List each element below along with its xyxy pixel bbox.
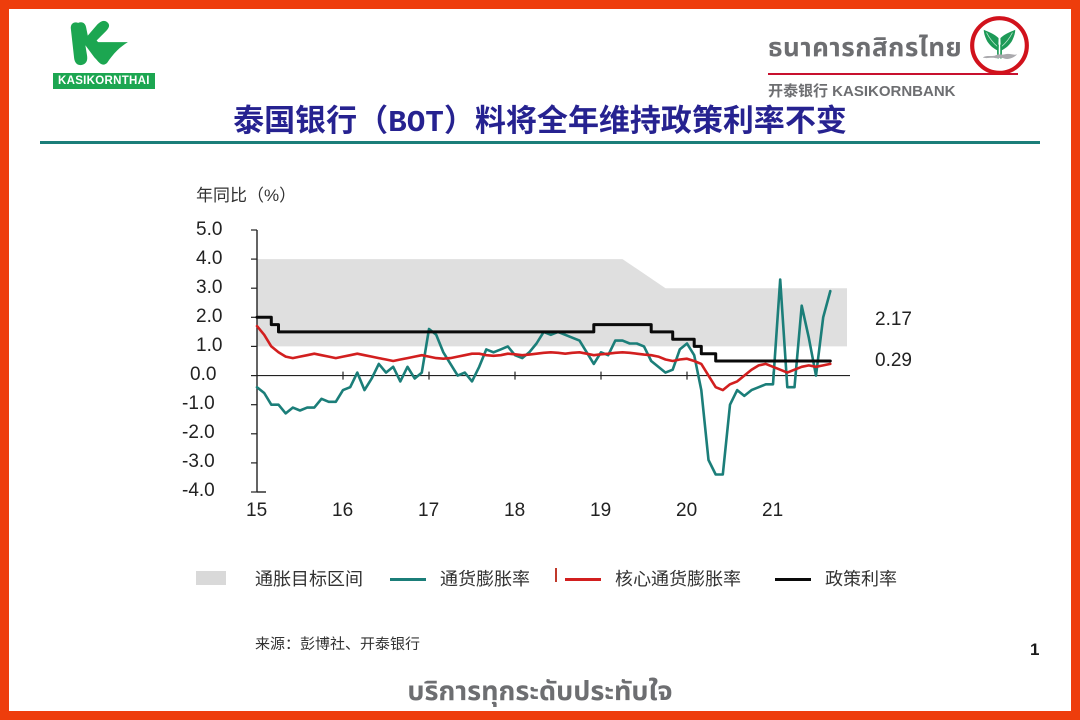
svg-text:0.29: 0.29 (875, 350, 912, 371)
svg-text:2.17: 2.17 (875, 309, 912, 330)
